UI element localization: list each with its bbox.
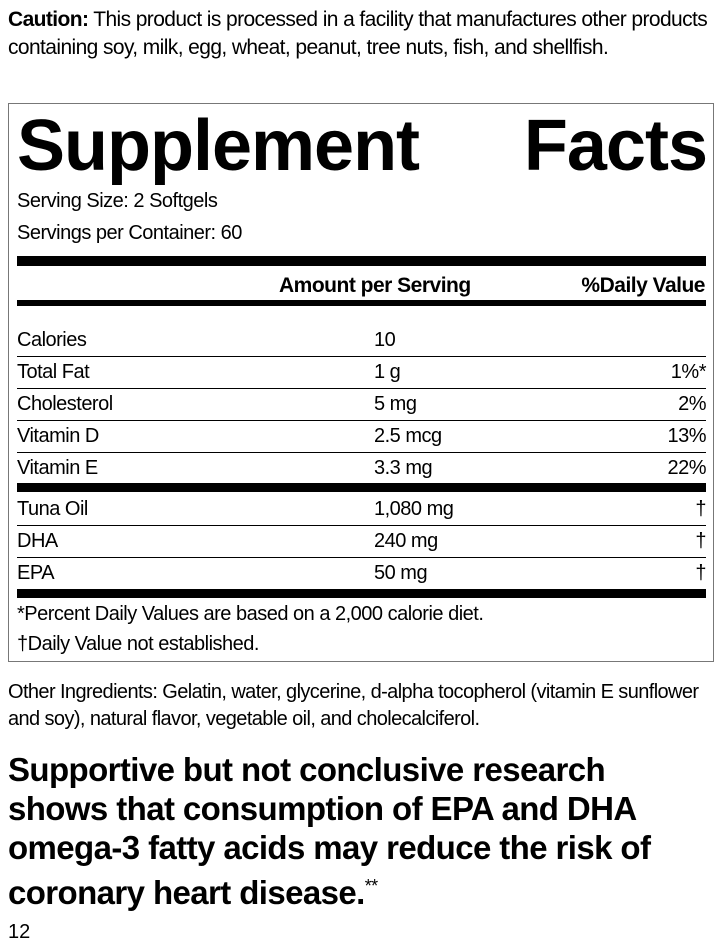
nutrient-amount: 10 <box>374 329 396 351</box>
nutrient-amount: 5 mg <box>374 393 417 415</box>
caution-statement: Caution: This product is processed in a … <box>8 6 713 62</box>
other-ingredients: Other Ingredients: Gelatin, water, glyce… <box>8 681 699 730</box>
daily-value-header: %Daily Value <box>581 274 705 297</box>
nutrient-amount: 3.3 mg <box>374 457 433 479</box>
footnote-dv-not-established: †Daily Value not established. <box>17 633 259 655</box>
footnote-percent-dv: *Percent Daily Values are based on a 2,0… <box>17 603 484 625</box>
thin-divider <box>17 420 706 421</box>
ingredient-row: EPA 50 mg † <box>17 557 706 589</box>
ingredient-name: EPA <box>17 562 55 584</box>
thick-divider <box>17 483 706 492</box>
ingredient-amount: 240 mg <box>374 530 438 552</box>
supplement-facts-panel: Supplement Facts Serving Size: 2 Softgels… <box>8 103 714 662</box>
thick-divider <box>17 256 706 266</box>
nutrient-row: Vitamin D 2.5 mcg 13% <box>17 420 706 452</box>
nutrient-amount: 1 g <box>374 361 401 383</box>
servings-per-container: Servings per Container: 60 <box>17 222 242 244</box>
health-claim: Supportive but not conclusive research s… <box>8 750 713 912</box>
ingredient-dv: † <box>695 498 706 520</box>
nutrient-amount: 2.5 mcg <box>374 425 442 447</box>
page-number: 12 <box>8 921 31 943</box>
title-word-supplement: Supplement <box>17 106 420 186</box>
ingredient-row: DHA 240 mg † <box>17 525 706 557</box>
nutrient-dv: 22% <box>667 457 706 479</box>
nutrient-name: Calories <box>17 329 87 351</box>
ingredient-name: Tuna Oil <box>17 498 88 520</box>
thin-divider <box>17 557 706 558</box>
thin-divider <box>17 388 706 389</box>
ingredient-amount: 1,080 mg <box>374 498 454 520</box>
nutrient-dv: 1%* <box>670 361 707 383</box>
thick-divider <box>17 589 706 598</box>
claim-footnote-mark: ** <box>364 876 378 896</box>
nutrient-name: Total Fat <box>17 361 90 383</box>
serving-size: Serving Size: 2 Softgels <box>17 190 218 212</box>
nutrient-row: Calories 10 <box>17 324 706 356</box>
nutrient-name: Vitamin D <box>17 425 99 447</box>
nutrient-name: Cholesterol <box>17 393 113 415</box>
ingredient-name: DHA <box>17 530 58 552</box>
amount-header: Amount per Serving <box>279 274 471 297</box>
nutrient-dv: 13% <box>667 425 706 447</box>
caution-label: Caution: <box>8 8 89 31</box>
ingredient-dv: † <box>695 562 706 584</box>
thin-divider <box>17 525 706 526</box>
health-claim-text: Supportive but not conclusive research s… <box>8 751 651 911</box>
thick-divider <box>17 300 706 306</box>
nutrient-dv: 2% <box>678 393 706 415</box>
nutrient-name: Vitamin E <box>17 457 98 479</box>
nutrient-row: Total Fat 1 g 1%* <box>17 356 707 388</box>
thin-divider <box>17 452 706 453</box>
ingredient-dv: † <box>695 530 706 552</box>
nutrient-row: Vitamin E 3.3 mg 22% <box>17 452 706 484</box>
ingredient-amount: 50 mg <box>374 562 428 584</box>
thin-divider <box>17 356 706 357</box>
title-word-facts: Facts <box>523 106 708 186</box>
nutrient-row: Cholesterol 5 mg 2% <box>17 388 706 420</box>
ingredient-row: Tuna Oil 1,080 mg † <box>17 493 706 525</box>
panel-title: Supplement Facts <box>17 106 708 186</box>
caution-text: This product is processed in a facility … <box>8 8 708 59</box>
